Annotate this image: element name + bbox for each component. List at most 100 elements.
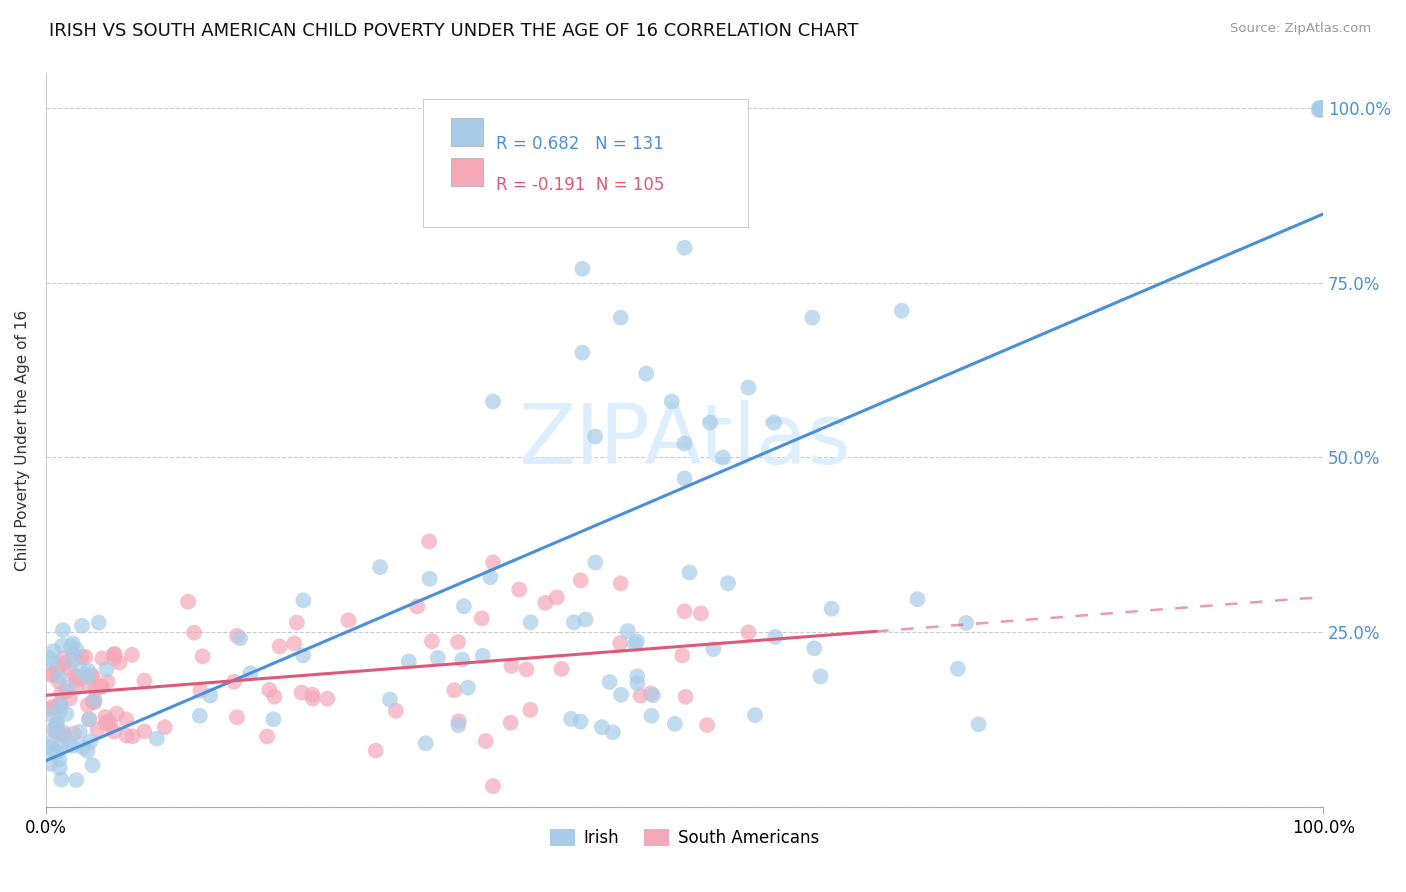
FancyBboxPatch shape — [423, 99, 748, 227]
Point — [519, 615, 541, 630]
Point — [1310, 101, 1333, 115]
Point — [96, 662, 118, 676]
Point — [45, 717, 67, 731]
Point — [52, 651, 75, 665]
Point — [967, 717, 990, 731]
Bar — [451, 118, 482, 145]
Point — [337, 613, 360, 627]
Text: Source: ZipAtlas.com: Source: ZipAtlas.com — [1230, 22, 1371, 36]
Point — [103, 651, 125, 665]
Point — [229, 632, 252, 646]
Point — [82, 758, 104, 772]
Point — [38, 740, 60, 755]
Y-axis label: Child Poverty Under the Age of 16: Child Poverty Under the Age of 16 — [15, 310, 30, 571]
Point — [62, 653, 84, 667]
Point — [443, 683, 465, 698]
Point — [83, 692, 105, 706]
Point — [153, 720, 176, 734]
Point — [94, 710, 117, 724]
Point — [890, 303, 912, 318]
Point — [426, 651, 449, 665]
Point — [810, 669, 832, 683]
Point — [39, 756, 62, 771]
Point — [515, 663, 537, 677]
Point — [224, 674, 246, 689]
Point — [226, 710, 249, 724]
Point — [501, 659, 523, 673]
Point — [121, 729, 143, 743]
Point — [35, 706, 58, 721]
Point — [763, 630, 786, 644]
Point — [447, 714, 470, 729]
Point — [256, 730, 278, 744]
Point — [183, 625, 205, 640]
Point — [1310, 103, 1333, 117]
Point — [49, 698, 72, 713]
Point — [105, 706, 128, 721]
Point — [474, 734, 496, 748]
Point — [134, 724, 156, 739]
Point — [673, 241, 696, 255]
Point — [479, 570, 502, 584]
Point — [675, 690, 697, 704]
Point — [259, 682, 281, 697]
Point — [52, 623, 75, 637]
Point — [45, 661, 67, 675]
Text: R = 0.682   N = 131: R = 0.682 N = 131 — [495, 136, 664, 153]
Point — [146, 731, 169, 746]
Point — [630, 689, 652, 703]
Point — [574, 613, 596, 627]
Point — [49, 697, 72, 711]
Point — [419, 572, 441, 586]
Point — [49, 739, 72, 754]
Point — [226, 629, 249, 643]
Point — [699, 416, 721, 430]
Point — [76, 744, 98, 758]
Point — [41, 655, 63, 669]
Point — [801, 310, 824, 325]
Point — [45, 718, 67, 732]
Point — [1312, 102, 1334, 116]
Point — [91, 651, 114, 665]
Point — [97, 714, 120, 729]
Point — [406, 599, 429, 614]
Point — [609, 310, 631, 325]
Point — [96, 674, 118, 689]
Point — [66, 670, 89, 684]
Point — [641, 688, 664, 702]
Point — [62, 636, 84, 650]
Point — [673, 604, 696, 618]
Point — [292, 648, 315, 663]
Point — [636, 367, 658, 381]
Point — [115, 713, 138, 727]
Point — [569, 574, 592, 588]
Point — [609, 576, 631, 591]
Point — [1312, 101, 1334, 115]
Point — [717, 576, 740, 591]
Point — [46, 715, 69, 730]
Point — [447, 718, 470, 732]
Legend: Irish, South Americans: Irish, South Americans — [544, 822, 825, 854]
Point — [42, 644, 65, 658]
Point — [447, 635, 470, 649]
Point — [188, 709, 211, 723]
Point — [41, 666, 63, 681]
Point — [285, 615, 308, 630]
Point — [364, 743, 387, 757]
Point — [583, 429, 606, 443]
Point — [482, 555, 505, 569]
Point — [86, 723, 108, 737]
Point — [69, 663, 91, 677]
Point — [737, 381, 759, 395]
Point — [1312, 101, 1334, 115]
Point — [59, 691, 82, 706]
Point — [239, 666, 262, 681]
Point — [53, 657, 76, 671]
Point — [62, 648, 84, 662]
Point — [103, 724, 125, 739]
Point — [63, 727, 86, 741]
Point — [77, 712, 100, 726]
Text: IRISH VS SOUTH AMERICAN CHILD POVERTY UNDER THE AGE OF 16 CORRELATION CHART: IRISH VS SOUTH AMERICAN CHILD POVERTY UN… — [49, 22, 859, 40]
Point — [115, 729, 138, 743]
Point — [905, 592, 928, 607]
